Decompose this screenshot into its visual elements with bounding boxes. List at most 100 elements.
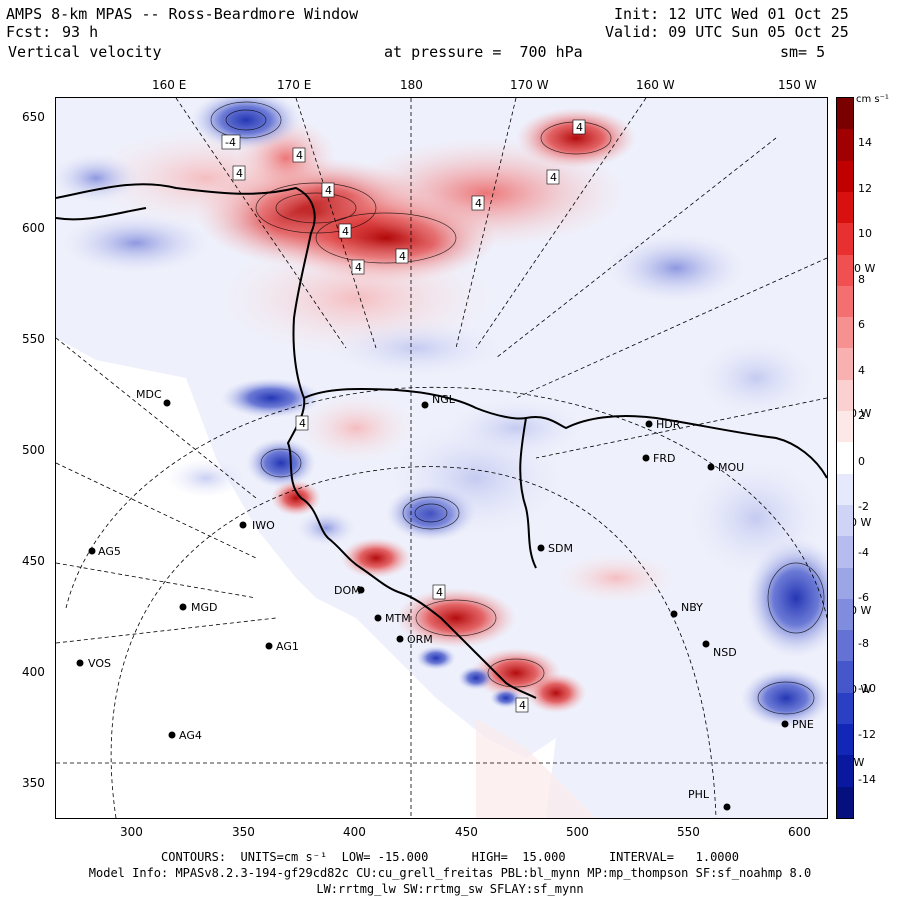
svg-text:IWO: IWO	[252, 519, 275, 532]
colorbar-segment	[837, 724, 853, 756]
svg-text:NSD: NSD	[713, 646, 737, 659]
colorbar-segment	[837, 191, 853, 224]
colorbar-segment	[837, 285, 853, 318]
svg-text:DOM: DOM	[334, 584, 361, 597]
descent-core	[246, 438, 316, 488]
colorbar-tick-label: -6	[858, 591, 869, 604]
colorbar-segment	[837, 692, 853, 725]
station-group: MDC NGL HDR FRD MOU IWO AG5 SDM MGD NBY …	[76, 388, 814, 811]
smoothing: sm= 5	[780, 43, 826, 61]
lon-label: 150 W	[778, 78, 817, 92]
station-nsd: NSD	[702, 640, 737, 659]
svg-text:MDC: MDC	[136, 388, 162, 401]
descent-core	[416, 646, 456, 670]
station-mtm: MTM	[374, 612, 411, 625]
colorbar-segment	[837, 223, 853, 255]
colorbar-segment	[837, 536, 853, 569]
colorbar-segment	[837, 129, 853, 162]
colorbar-tick-label: 14	[858, 136, 872, 149]
svg-text:FRD: FRD	[653, 452, 675, 465]
station-ag4: AG4	[168, 729, 202, 742]
colorbar-tick-label: -10	[858, 682, 876, 695]
x-tick-label: 450	[455, 825, 478, 839]
colorbar-tick-label: -12	[858, 727, 876, 741]
y-tick-label: 350	[22, 776, 45, 790]
lon-label: 170 E	[277, 78, 312, 92]
colorbar-segment	[837, 442, 853, 475]
descent-area	[326, 318, 506, 378]
svg-text:4: 4	[475, 197, 482, 210]
svg-text:ORM: ORM	[407, 633, 433, 646]
ascent-area	[556, 553, 676, 603]
x-tick-label: 600	[788, 825, 811, 839]
pressure-level: at pressure = 700 hPa	[384, 43, 583, 61]
svg-text:AG4: AG4	[179, 729, 202, 742]
svg-text:HDR: HDR	[656, 418, 681, 431]
colorbar-tick-label: -2	[858, 500, 869, 513]
map-title: AMPS 8-km MPAS -- Ross-Beardmore Window	[6, 5, 359, 23]
light-pink-region	[476, 718, 596, 818]
svg-text:MGD: MGD	[191, 601, 218, 614]
colorbar-segment	[837, 317, 853, 349]
svg-text:4: 4	[342, 225, 349, 238]
descent-area	[61, 213, 211, 273]
descent-area	[606, 233, 746, 303]
y-tick-label: 450	[22, 554, 45, 568]
x-tick-label: 550	[677, 825, 700, 839]
colorbar-segment	[837, 473, 853, 506]
colorbar-tick-label: 10	[858, 227, 872, 240]
map-panel: -4 4 4 4 4 4 4 4 4 4 4 4 4 MDC NGL HDR F…	[55, 97, 828, 819]
svg-text:PNE: PNE	[792, 718, 814, 731]
contour-label: 4	[546, 169, 560, 185]
colorbar-segment	[837, 598, 853, 631]
no-data-region	[56, 338, 556, 818]
contour-label: 4	[338, 223, 352, 239]
descent-core	[490, 688, 522, 708]
ascent-area	[296, 393, 416, 463]
colorbar-segment	[837, 98, 853, 130]
ascent-core	[516, 108, 636, 168]
contour-label: 4	[321, 182, 335, 198]
physics-info: LW:rrtmg_lw SW:rrtmg_sw SFLAY:sf_mynn	[316, 882, 584, 896]
y-tick-label: 550	[22, 332, 45, 346]
colorbar-units: cm s⁻¹	[856, 94, 889, 105]
x-tick-label: 300	[120, 825, 143, 839]
x-tick-label: 350	[232, 825, 255, 839]
model-info: Model Info: MPASv8.2.3-194-gf29cd82c CU:…	[88, 866, 812, 880]
ascent-core	[396, 588, 516, 648]
colorbar-tick-label: -8	[858, 636, 869, 650]
colorbar-tick-label: 2	[858, 409, 865, 422]
station-ag1: AG1	[265, 640, 299, 653]
descent-core	[458, 666, 494, 690]
colorbar-tick-label: 8	[858, 272, 865, 286]
colorbar-segment	[837, 786, 853, 819]
station-nby: NBY	[670, 601, 703, 618]
colorbar-tick-label: 0	[858, 454, 865, 468]
colorbar-tick-label: -4	[858, 545, 869, 559]
colorbar-tick-label: 6	[858, 318, 865, 331]
contour-label: 4	[572, 119, 586, 135]
descent-core	[221, 378, 321, 418]
svg-text:NGL: NGL	[432, 393, 456, 406]
svg-text:4: 4	[550, 171, 557, 184]
svg-text:4: 4	[399, 250, 406, 263]
contour-label: 4	[295, 415, 309, 431]
colorbar-segment	[837, 411, 853, 443]
x-tick-label: 500	[566, 825, 589, 839]
lon-label: 180	[400, 78, 423, 92]
contour-label: -4	[221, 134, 241, 150]
station-ngl: NGL	[421, 393, 456, 409]
contour-label: 4	[351, 259, 365, 275]
vertical-velocity-map: -4 4 4 4 4 4 4 4 4 4 4 4 4 MDC NGL HDR F…	[56, 98, 827, 818]
descent-area	[56, 153, 141, 203]
contour-label: 4	[515, 697, 529, 713]
colorbar-tick-label: 4	[858, 363, 865, 377]
svg-text:SDM: SDM	[548, 542, 573, 555]
descent-core	[741, 668, 827, 728]
contour-label: 4	[395, 248, 409, 264]
colorbar-segment	[837, 567, 853, 600]
station-hdr: HDR	[645, 418, 681, 431]
station-frd: FRD	[642, 452, 675, 465]
svg-text:4: 4	[296, 149, 303, 162]
descent-area	[446, 398, 586, 458]
